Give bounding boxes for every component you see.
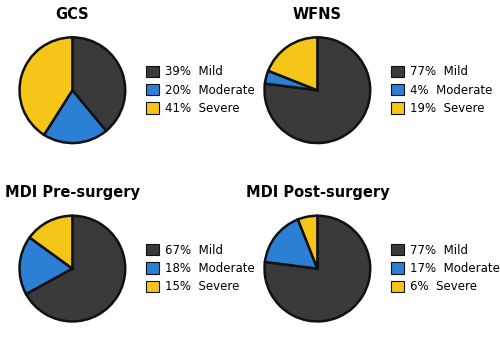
Legend: 77%  Mild, 17%  Moderate, 6%  Severe: 77% Mild, 17% Moderate, 6% Severe xyxy=(390,244,500,293)
Wedge shape xyxy=(20,37,72,135)
Wedge shape xyxy=(298,216,318,269)
Legend: 67%  Mild, 18%  Moderate, 15%  Severe: 67% Mild, 18% Moderate, 15% Severe xyxy=(146,244,254,293)
Wedge shape xyxy=(72,37,125,131)
Wedge shape xyxy=(264,216,370,322)
Wedge shape xyxy=(268,37,318,90)
Legend: 77%  Mild, 4%  Moderate, 19%  Severe: 77% Mild, 4% Moderate, 19% Severe xyxy=(390,66,492,115)
Wedge shape xyxy=(26,216,125,322)
Wedge shape xyxy=(264,37,370,143)
Legend: 39%  Mild, 20%  Moderate, 41%  Severe: 39% Mild, 20% Moderate, 41% Severe xyxy=(146,66,254,115)
Title: MDI Pre-surgery: MDI Pre-surgery xyxy=(5,185,140,200)
Wedge shape xyxy=(44,90,106,143)
Title: WFNS: WFNS xyxy=(293,7,342,22)
Wedge shape xyxy=(20,237,72,294)
Title: GCS: GCS xyxy=(56,7,89,22)
Title: MDI Post-surgery: MDI Post-surgery xyxy=(246,185,389,200)
Wedge shape xyxy=(265,71,318,90)
Wedge shape xyxy=(265,219,318,269)
Wedge shape xyxy=(30,216,72,269)
